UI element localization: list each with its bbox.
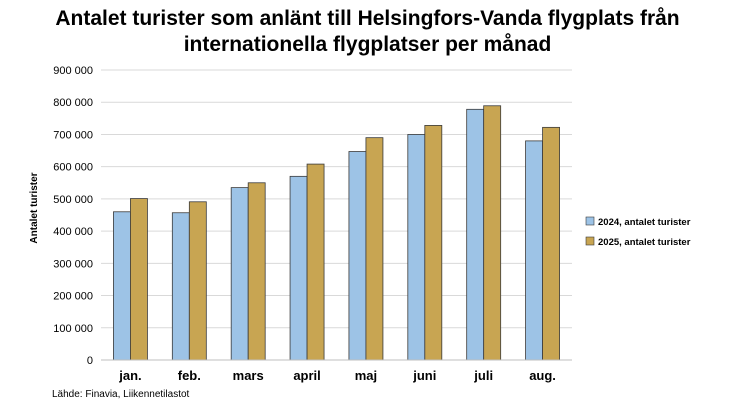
bar bbox=[407, 134, 426, 361]
grid-lines bbox=[101, 69, 572, 329]
legend: 2024, antalet turister 2025, antalet turi… bbox=[585, 216, 691, 248]
legend-label: 2024, antalet turister bbox=[598, 217, 691, 228]
y-tick-label: 200 000 bbox=[53, 291, 93, 303]
bar bbox=[289, 175, 308, 361]
y-tick-label: 0 bbox=[87, 355, 93, 367]
bar bbox=[230, 187, 249, 361]
x-tick-label: aug. bbox=[529, 368, 556, 383]
source-note: Lähde: Finavia, Liikennetilastot bbox=[52, 389, 190, 400]
y-tick-label: 600 000 bbox=[53, 162, 93, 174]
bar bbox=[130, 198, 148, 361]
bar bbox=[365, 137, 384, 361]
y-tick-label: 100 000 bbox=[53, 323, 93, 335]
bar bbox=[525, 140, 543, 361]
y-tick-label: 900 000 bbox=[53, 65, 93, 77]
bar bbox=[247, 182, 266, 361]
chart-title-line-1: Antalet turister som anlänt till Helsing… bbox=[55, 7, 680, 30]
bar bbox=[188, 201, 207, 361]
x-tick-label: maj bbox=[355, 368, 377, 383]
x-tick-label: mars bbox=[233, 368, 264, 383]
legend-swatch bbox=[585, 236, 595, 246]
bar bbox=[424, 125, 443, 361]
bar bbox=[306, 163, 325, 361]
chart-title-line-2: internationella flygplatser per månad bbox=[183, 33, 552, 56]
bar bbox=[113, 211, 131, 361]
bars bbox=[113, 105, 560, 361]
y-axis-label: Antalet turister bbox=[29, 172, 40, 243]
bar bbox=[483, 105, 502, 361]
y-tick-label: 300 000 bbox=[53, 258, 93, 270]
y-tick-label: 700 000 bbox=[53, 129, 93, 141]
x-tick-label: juni bbox=[412, 368, 436, 383]
axes: 0 100 000 200 000 300 000 400 000 500 000 600 … bbox=[53, 65, 572, 383]
x-tick-label: feb. bbox=[178, 368, 201, 383]
y-tick-label: 400 000 bbox=[53, 226, 93, 238]
y-tick-label: 500 000 bbox=[53, 194, 93, 206]
bar bbox=[542, 126, 560, 361]
bar bbox=[466, 108, 485, 361]
legend-label: 2025, antalet turister bbox=[598, 237, 691, 248]
x-tick-label: jan. bbox=[118, 368, 141, 383]
x-tick-label: april bbox=[293, 368, 320, 383]
bar bbox=[348, 151, 367, 361]
x-tick-label: juli bbox=[473, 368, 493, 383]
legend-swatch bbox=[585, 216, 595, 226]
chart-title: Antalet turister som anlänt till Helsing… bbox=[0, 6, 735, 58]
y-tick-label: 800 000 bbox=[53, 97, 93, 109]
bar bbox=[171, 212, 190, 361]
